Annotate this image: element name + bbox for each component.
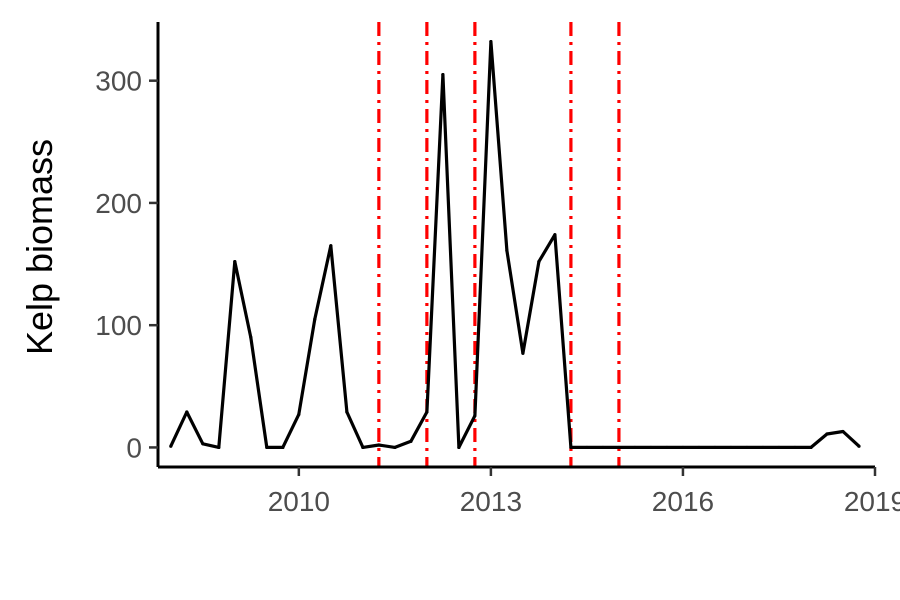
data-point (681, 445, 685, 450)
data-point (601, 445, 605, 450)
data-point (505, 249, 509, 253)
data-point (825, 432, 829, 436)
event-vertical-lines (377, 22, 621, 467)
data-point (281, 445, 285, 450)
data-point (345, 410, 349, 414)
y-tick-label: 100 (95, 310, 142, 341)
data-point (329, 244, 333, 248)
axes: 0 100 200 300 2010 2013 2016 2019 (95, 22, 900, 517)
data-point (745, 445, 749, 450)
data-point (361, 445, 365, 450)
data-point (633, 445, 637, 450)
data-point (313, 317, 317, 321)
data-point (521, 351, 525, 355)
data-point (169, 444, 173, 448)
data-point (185, 410, 189, 414)
data-point (377, 443, 381, 447)
x-tick-label: 2010 (268, 486, 330, 517)
data-point (553, 233, 557, 237)
data-point (585, 445, 589, 450)
y-tick-label: 0 (126, 432, 142, 463)
data-point (697, 445, 701, 450)
data-point (649, 445, 653, 450)
data-point (809, 445, 813, 450)
y-tick-label: 200 (95, 188, 142, 219)
x-tick-label: 2016 (652, 486, 714, 517)
x-tick-label: 2019 (844, 486, 900, 517)
data-point (201, 442, 205, 446)
data-point (777, 445, 781, 450)
data-point (249, 335, 253, 340)
data-point (793, 445, 797, 450)
data-point (393, 445, 397, 450)
data-point (617, 445, 621, 450)
data-point (441, 72, 445, 77)
y-axis-title: Kelp biomass (19, 139, 60, 355)
data-point (457, 445, 461, 450)
data-point (537, 260, 541, 264)
data-point (857, 444, 861, 448)
data-point (569, 445, 573, 450)
series-line-0 (169, 39, 861, 449)
series-layer (169, 39, 861, 450)
data-point (409, 439, 413, 443)
data-point (233, 260, 237, 264)
data-point (425, 410, 429, 414)
data-point (217, 445, 221, 450)
data-point (841, 429, 845, 434)
data-point (713, 445, 717, 450)
data-point (297, 412, 301, 417)
x-tick-label: 2013 (460, 486, 522, 517)
data-point (489, 39, 493, 44)
data-point (729, 445, 733, 450)
data-point (665, 445, 669, 450)
data-point (473, 414, 477, 418)
y-tick-label: 300 (95, 66, 142, 97)
data-point (761, 445, 765, 450)
data-point (265, 445, 269, 450)
